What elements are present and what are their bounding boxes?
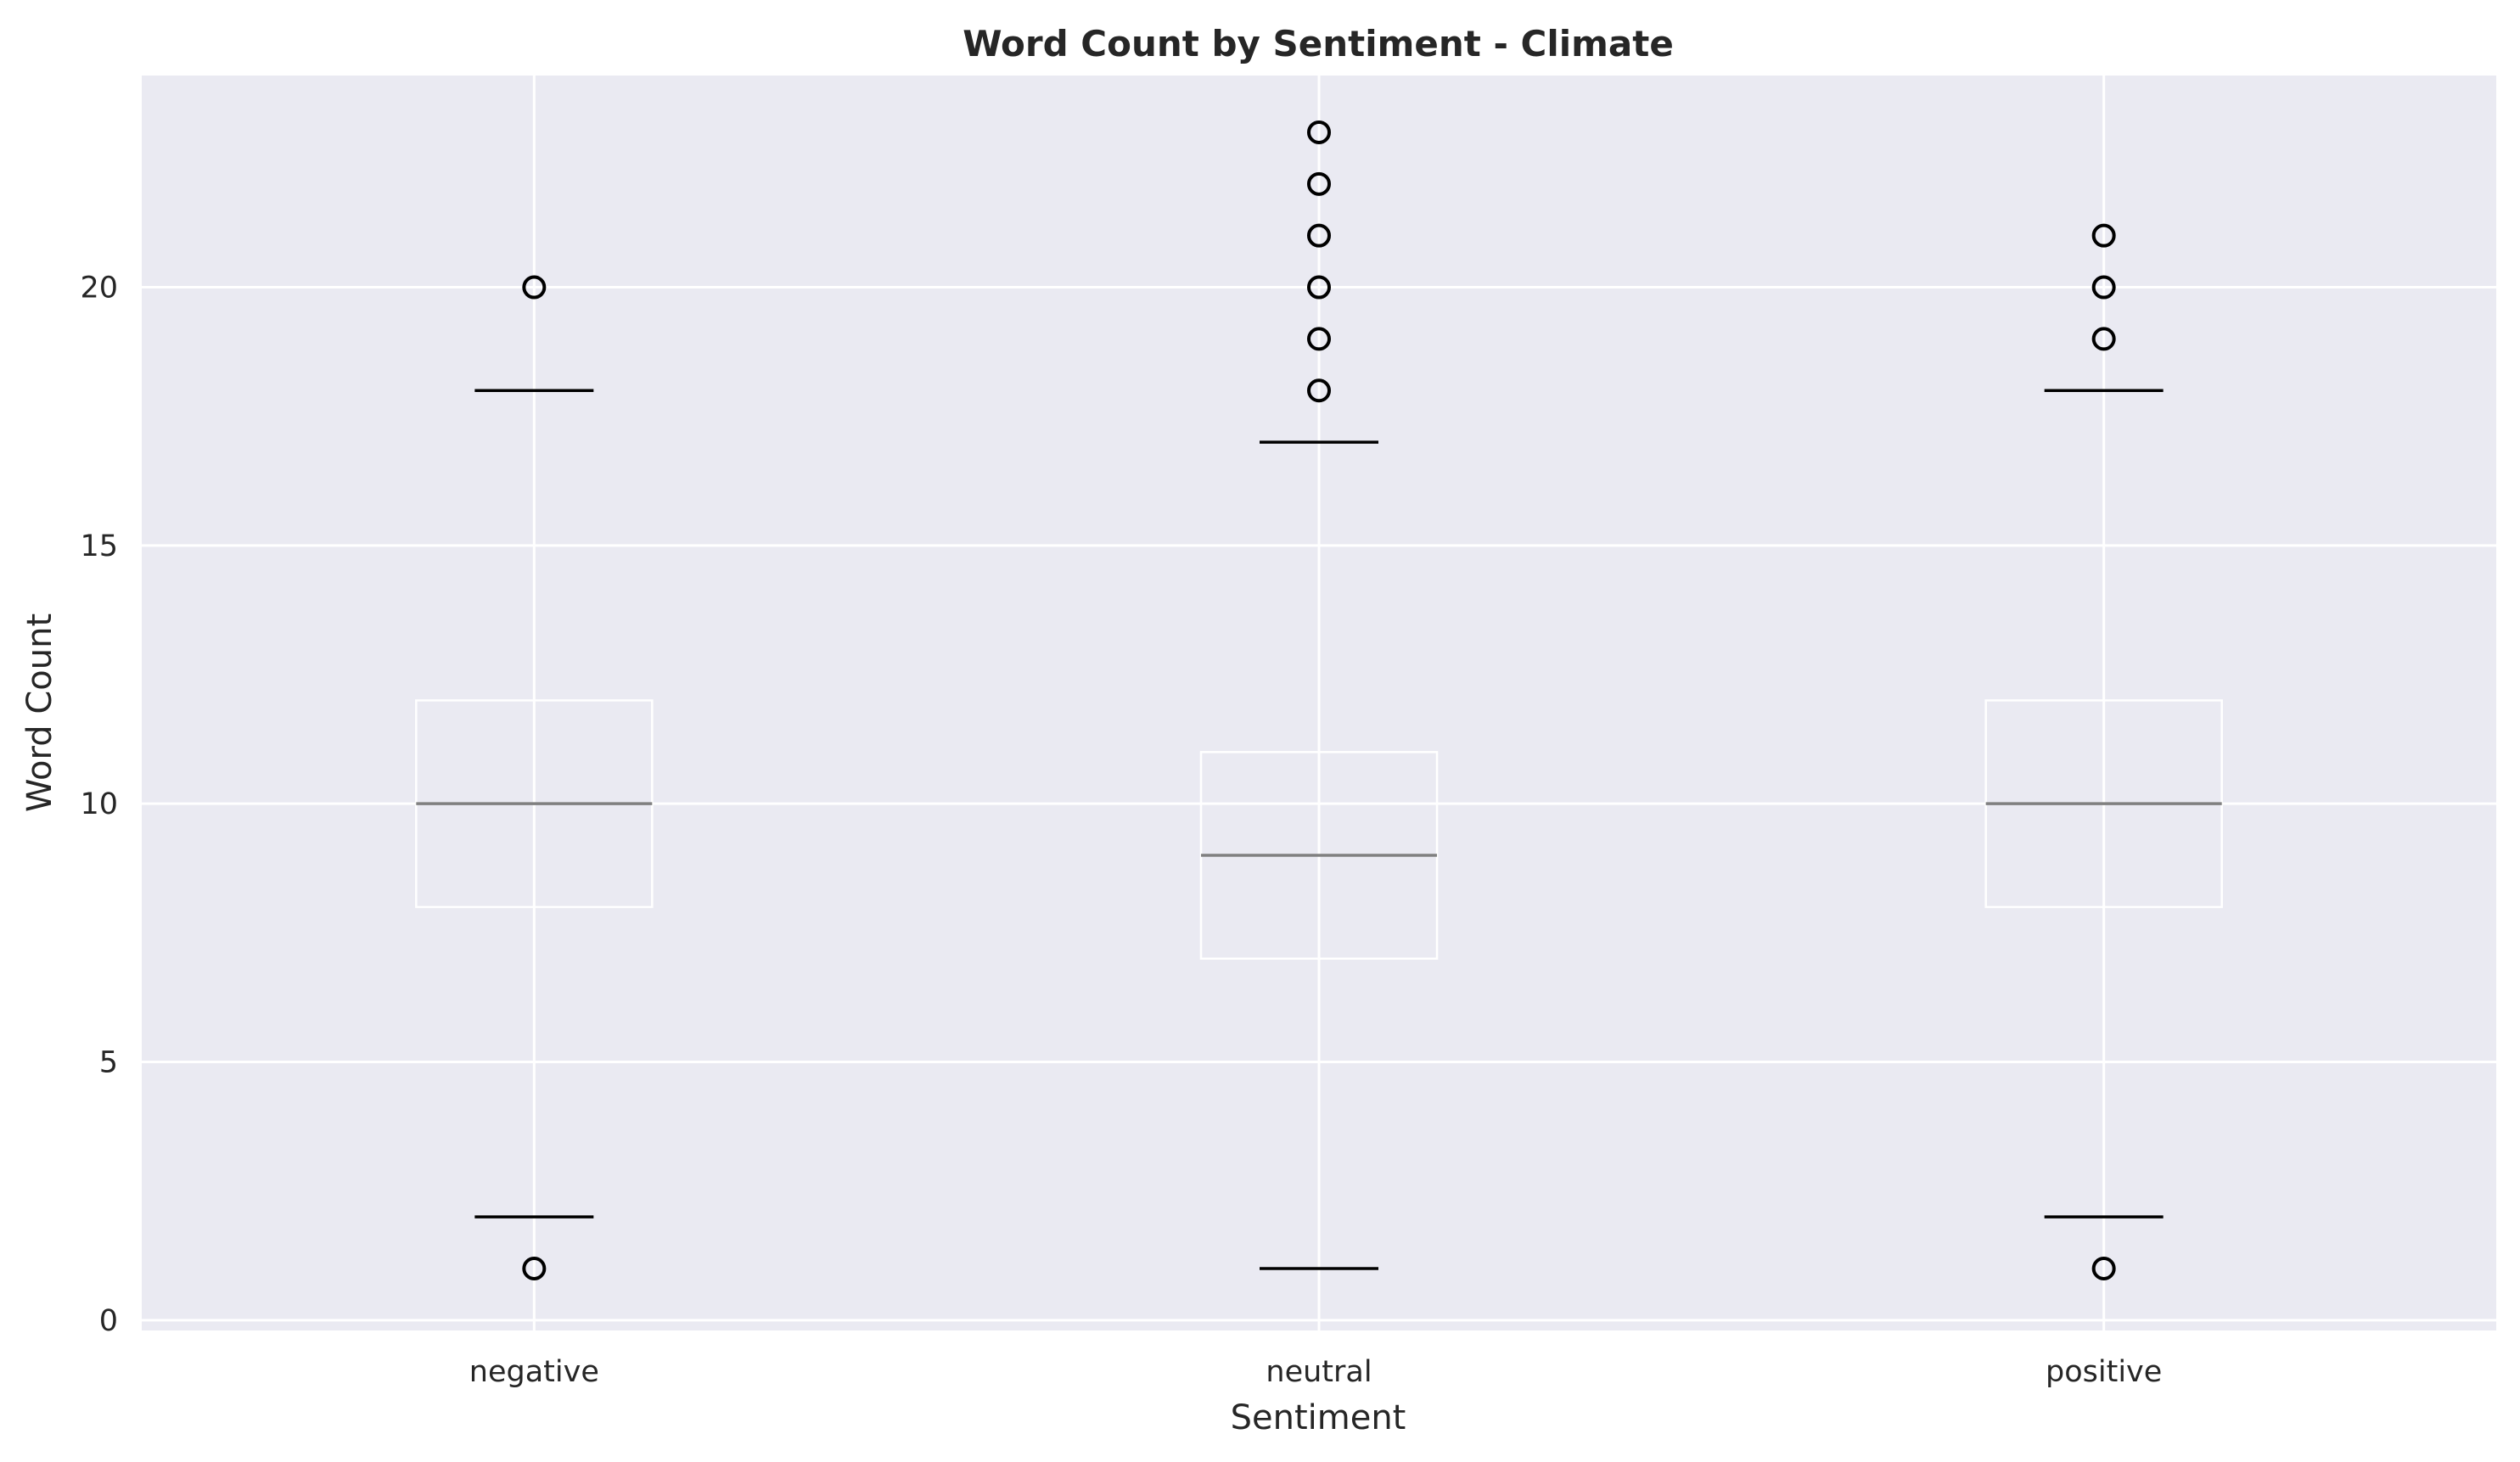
chart-title: Word Count by Sentiment - Climate: [963, 23, 1674, 64]
box-neutral: [1199, 120, 1439, 1270]
y-tick-label: 15: [80, 529, 118, 563]
box-negative: [415, 275, 654, 1280]
y-tick-label: 20: [80, 272, 118, 305]
y-tick-label: 5: [99, 1046, 118, 1080]
boxes: [415, 120, 2223, 1280]
box-positive: [1984, 223, 2223, 1280]
x-axis-label: Sentiment: [1231, 1398, 1406, 1437]
outlier-point: [2091, 275, 2116, 300]
outlier-point: [2091, 223, 2116, 248]
x-tick-label: neutral: [1266, 1355, 1372, 1389]
outlier-point: [522, 275, 547, 300]
outlier-point: [1307, 223, 1331, 248]
outlier-point: [1307, 275, 1331, 300]
x-tick-labels: negative neutral positive: [469, 1355, 2163, 1389]
y-tick-label: 10: [80, 787, 118, 821]
y-tick-labels: 0 5 10 15 20: [80, 272, 118, 1338]
y-tick-label: 0: [99, 1304, 118, 1338]
outlier-point: [1307, 378, 1331, 403]
x-tick-label: negative: [469, 1355, 599, 1389]
outlier-point: [2091, 1256, 2116, 1280]
outlier-point: [2091, 327, 2116, 351]
y-axis-label: Word Count: [20, 613, 59, 812]
outlier-point: [522, 1256, 547, 1280]
x-tick-label: positive: [2046, 1355, 2162, 1389]
outlier-point: [1307, 171, 1331, 196]
outlier-point: [1307, 327, 1331, 351]
outlier-point: [1307, 120, 1331, 144]
